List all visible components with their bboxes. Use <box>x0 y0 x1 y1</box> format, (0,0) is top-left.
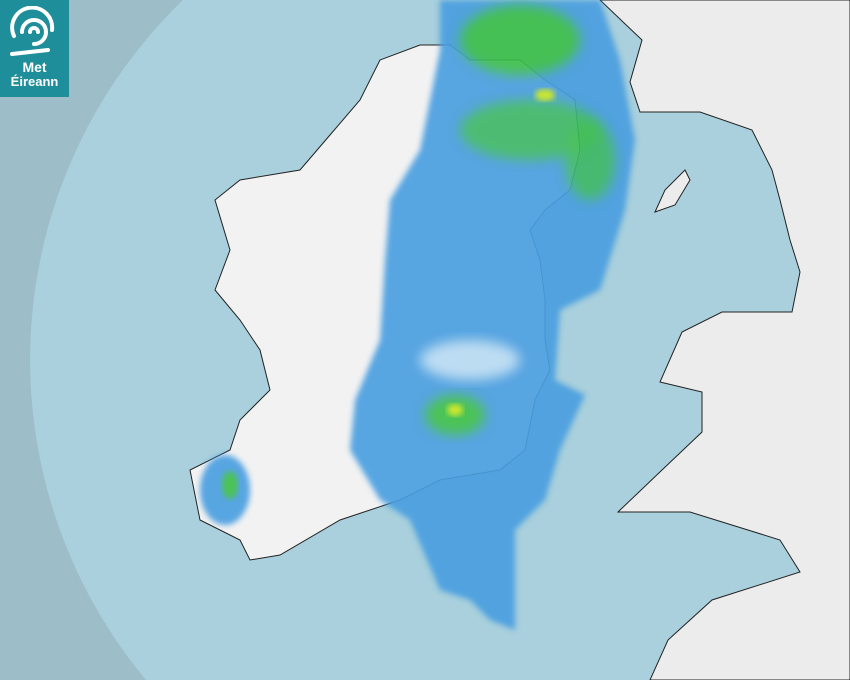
great-britain-landmass <box>599 0 850 680</box>
met-eireann-logo: Met Éireann <box>0 0 69 97</box>
logo-line-1: Met <box>22 59 47 75</box>
isle-of-man <box>654 169 691 213</box>
swirl-logo-icon <box>10 6 55 56</box>
radar-precipitation <box>200 0 635 630</box>
logo-line-2: Éireann <box>10 74 59 89</box>
